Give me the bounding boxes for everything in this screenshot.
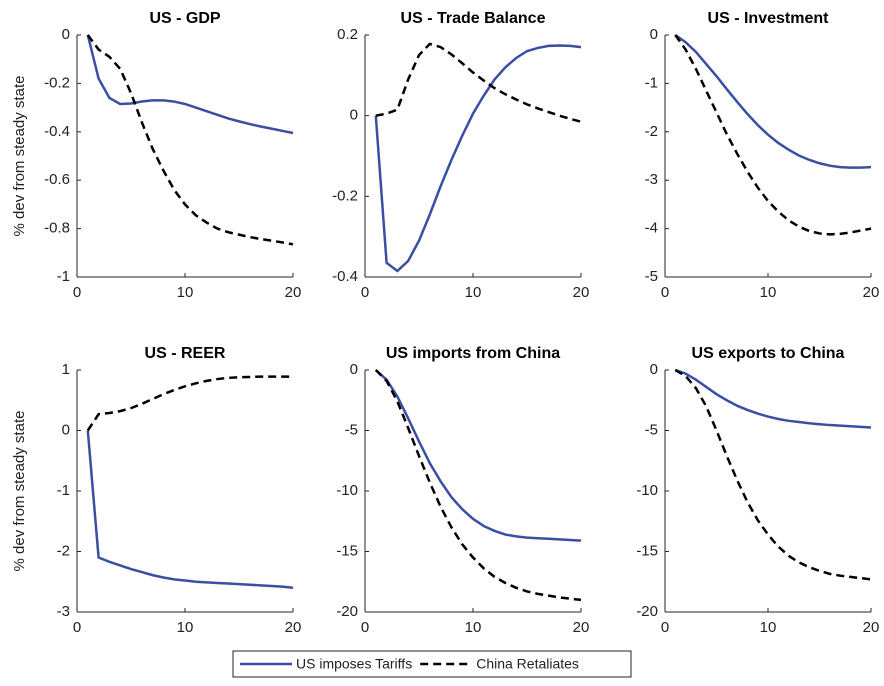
x-tick-label: 10 (760, 284, 777, 301)
x-tick-label: 20 (573, 619, 590, 636)
y-tick-label: -15 (636, 542, 658, 559)
x-tick-label: 10 (465, 619, 482, 636)
legend-label: US imposes Tariffs (296, 656, 412, 672)
y-tick-label: -0.4 (44, 123, 70, 140)
y-tick-label: 0 (62, 421, 70, 438)
y-tick-label: -15 (336, 542, 358, 559)
x-tick-label: 10 (760, 619, 777, 636)
chart-title: US exports to China (692, 345, 845, 362)
y-tick-label: 0 (350, 361, 358, 378)
y-tick-label: -4 (645, 220, 658, 237)
legend-label: China Retaliates (476, 656, 579, 672)
y-tick-label: -1 (57, 482, 70, 499)
y-tick-label: -1 (645, 74, 658, 91)
chart-title: US - Trade Balance (401, 10, 546, 27)
y-tick-label: -20 (636, 603, 658, 620)
series-line (674, 368, 872, 429)
chart-title: US imports from China (386, 345, 560, 362)
series-line (375, 42, 582, 123)
series-line (674, 34, 872, 236)
y-tick-label: -3 (645, 171, 658, 188)
y-tick-label: 0.2 (337, 26, 358, 43)
y-tick-label: 0 (650, 26, 658, 43)
y-tick-label: -5 (645, 268, 658, 285)
x-tick-label: 20 (863, 284, 880, 301)
y-tick-label: -0.2 (332, 187, 358, 204)
y-tick-label: -2 (645, 123, 658, 140)
x-tick-label: 20 (863, 619, 880, 636)
x-tick-label: 10 (465, 284, 482, 301)
y-tick-label: -3 (57, 603, 70, 620)
series-line (86, 375, 293, 432)
x-tick-label: 20 (285, 284, 302, 301)
y-tick-label: -1 (57, 268, 70, 285)
y-axis-label: % dev from steady state (11, 76, 28, 237)
series-line (86, 34, 294, 135)
y-tick-label: -5 (345, 421, 358, 438)
y-tick-label: 1 (62, 361, 70, 378)
series-line (86, 430, 294, 590)
x-tick-label: 0 (661, 284, 669, 301)
chart-title: US - REER (145, 345, 226, 362)
x-tick-label: 20 (285, 619, 302, 636)
x-tick-label: 10 (177, 619, 194, 636)
y-tick-label: -5 (645, 421, 658, 438)
y-tick-label: 0 (62, 26, 70, 43)
x-tick-label: 0 (361, 284, 369, 301)
series-line (674, 368, 872, 581)
y-tick-label: -0.4 (332, 268, 358, 285)
chart-title: US - Investment (708, 10, 830, 27)
y-tick-label: -10 (636, 482, 658, 499)
series-line (374, 44, 582, 273)
y-tick-label: -10 (336, 482, 358, 499)
y-tick-label: -0.2 (44, 74, 70, 91)
x-tick-label: 0 (73, 619, 81, 636)
chart-title: US - GDP (149, 10, 220, 27)
y-tick-label: -0.8 (44, 220, 70, 237)
x-tick-label: 0 (73, 284, 81, 301)
legend-box (232, 650, 632, 678)
y-tick-label: -0.6 (44, 171, 70, 188)
y-axis-label: % dev from steady state (11, 411, 28, 572)
x-tick-label: 0 (361, 619, 369, 636)
y-tick-label: 0 (650, 361, 658, 378)
series-line (86, 34, 294, 246)
series-line (674, 33, 872, 169)
y-tick-label: -2 (57, 542, 70, 559)
series-line (374, 369, 582, 542)
x-tick-label: 20 (573, 284, 590, 301)
x-tick-label: 10 (177, 284, 194, 301)
x-tick-label: 0 (661, 619, 669, 636)
series-line (374, 369, 582, 602)
y-tick-label: -20 (336, 603, 358, 620)
y-tick-label: 0 (350, 107, 358, 124)
